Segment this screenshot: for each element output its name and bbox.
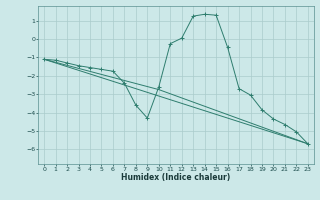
X-axis label: Humidex (Indice chaleur): Humidex (Indice chaleur) — [121, 173, 231, 182]
